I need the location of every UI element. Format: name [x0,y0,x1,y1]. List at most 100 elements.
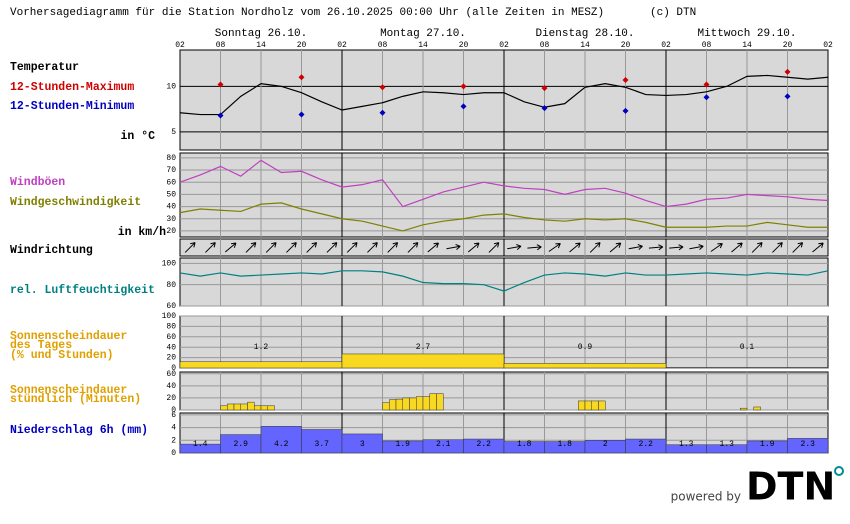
y-tick-label: 20 [166,227,176,236]
panel-label: Windrichtung [10,244,93,257]
value-label: 2.3 [801,440,816,449]
y-tick-label: 50 [166,191,176,200]
wind-arrow [648,244,664,251]
y-tick-label: 60 [166,370,176,379]
wind-arrow [286,242,297,253]
bar [260,405,268,411]
value-label: 2.2 [639,440,654,449]
y-tick-label: 60 [166,333,176,342]
wind-arrow [731,242,743,253]
bar [260,426,302,454]
x-tick-label: 14 [418,41,428,50]
wind-arrow [427,242,439,253]
y-tick-label: 2 [171,436,176,445]
wind-arrow [265,242,277,253]
wind-arrow [589,242,601,253]
value-label: 1.4 [193,440,208,449]
value-label: 3.7 [315,440,330,449]
value-label: 2.9 [234,440,249,449]
wind-arrow [812,242,824,253]
x-tick-label: 14 [256,41,266,50]
legend-entry: 12-Stunden-Minimum [10,100,134,113]
y-tick-label: 10 [166,82,176,91]
bar [389,399,397,411]
data-line [179,74,829,116]
bar [753,406,761,411]
day-label: Sonntag 26.10. [215,28,307,40]
day-label: Montag 27.10. [380,28,466,40]
copyright: (c) DTN [650,7,696,19]
marker [379,109,386,116]
wind-arrow [224,242,237,253]
bar [233,403,241,411]
bar [220,405,228,411]
wind-arrow [527,244,542,251]
wind-arrow [467,242,480,253]
bar [665,367,829,369]
value-label: 1.8 [517,440,532,449]
panel-label: Sonnenscheindauer [10,330,127,343]
y-tick-label: 100 [162,259,177,268]
x-tick-label: 14 [580,41,590,50]
value-label: 2 [603,440,608,449]
wind-arrow [609,242,622,253]
y-tick-label: 40 [166,382,176,391]
marker [703,81,710,88]
data-line [179,159,829,208]
y-tick-label: 100 [162,312,177,321]
day-label: Dienstag 28.10. [535,28,634,40]
wind-arrow [306,242,318,253]
marker [622,77,629,83]
panel-label: (% und Stunden) [10,349,114,362]
x-tick-label: 08 [216,41,226,50]
marker [541,105,548,112]
value-label: 2.2 [477,440,492,449]
legend-entry: Windgeschwindigkeit [10,196,141,209]
x-tick-label: 20 [783,41,793,50]
bar [254,405,262,411]
panel-label: des Tages [10,339,72,352]
y-tick-label: 30 [166,215,176,224]
x-tick-label: 20 [297,41,307,50]
bar [740,407,748,411]
value-label: 1.3 [720,440,735,449]
wind-arrow [184,242,196,253]
bar [598,400,606,411]
x-tick-label: 08 [702,41,712,50]
logo-ring [834,466,844,476]
x-tick-label: 02 [337,41,347,50]
panel-label: stündlich (Minuten) [10,393,141,406]
bar [436,393,444,411]
x-tick-label: 02 [499,41,509,50]
y-tick-label: 0 [171,406,176,415]
bar [267,405,275,411]
wind-arrow [710,242,723,252]
wind-arrow [488,242,500,253]
value-label: 1.3 [679,440,694,449]
bar [787,438,829,454]
bar [429,393,437,411]
legend-entry: 12-Stunden-Maximum [10,81,134,94]
data-line [179,202,828,232]
marker [298,74,305,81]
bar [382,402,390,411]
value-label: 0.9 [578,343,593,352]
wind-arrow [407,242,419,253]
bar [179,361,343,369]
y-tick-label: 60 [166,178,176,187]
bar [247,401,255,411]
value-label: 1.9 [396,440,411,449]
wind-arrow [628,244,643,250]
value-label: 0.1 [740,343,755,352]
chart-title: Vorhersagediagramm für die Station Nordh… [10,7,604,19]
panel-label: Sonnenscheindauer [10,384,127,397]
unit-label: in °C [120,130,155,143]
bar [584,400,592,411]
wind-arrow [245,242,257,253]
x-tick-label: 14 [742,41,752,50]
bar [422,396,430,411]
marker [541,85,548,92]
powered-by: powered by [671,490,741,504]
wind-arrow [548,242,561,252]
